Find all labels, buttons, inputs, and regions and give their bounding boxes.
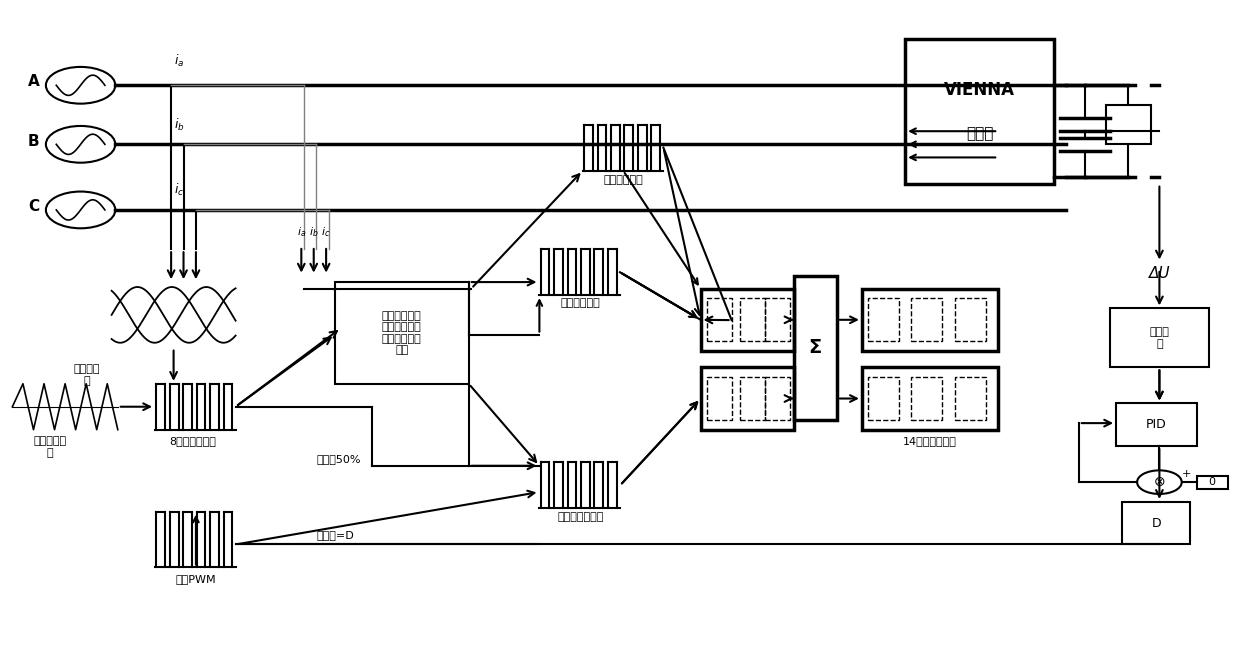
Text: Σ: Σ <box>808 338 822 357</box>
Bar <box>335 282 469 384</box>
Bar <box>740 298 765 341</box>
Bar <box>765 377 790 420</box>
Text: 三相调制
波: 三相调制 波 <box>73 364 100 386</box>
Text: ⊗: ⊗ <box>1153 475 1166 489</box>
Text: 取绝对
值: 取绝对 值 <box>1149 327 1169 348</box>
Bar <box>794 276 837 420</box>
Text: D: D <box>1152 517 1161 529</box>
Bar <box>955 377 986 420</box>
Text: 14脉波控制脉冲: 14脉波控制脉冲 <box>903 436 957 446</box>
Text: $i_a$: $i_a$ <box>174 52 184 69</box>
Bar <box>740 377 765 420</box>
Bar <box>911 377 942 420</box>
Text: 冗余矢量成分: 冗余矢量成分 <box>560 298 600 308</box>
Text: 0: 0 <box>1209 477 1215 487</box>
Text: $i_b$: $i_b$ <box>174 116 185 133</box>
Text: 整流器: 整流器 <box>966 126 993 140</box>
Bar <box>868 298 899 341</box>
Bar <box>911 298 942 341</box>
Text: $i_c$: $i_c$ <box>321 226 331 239</box>
Bar <box>1116 403 1197 446</box>
Text: A: A <box>27 75 40 89</box>
Text: ΔU: ΔU <box>1148 266 1171 281</box>
Bar <box>1106 105 1151 144</box>
Text: 占空比50%: 占空比50% <box>316 454 361 464</box>
Text: $i_c$: $i_c$ <box>174 182 184 198</box>
Bar <box>1197 476 1228 489</box>
Text: +: + <box>1182 469 1192 480</box>
Text: VIENNA: VIENNA <box>944 81 1016 99</box>
Text: 剩余控制脉冲: 剩余控制脉冲 <box>604 175 644 185</box>
Bar <box>701 367 794 430</box>
Bar <box>868 377 899 420</box>
Text: 判断工作扇区
选取分离冗余
和非冗余矢量
成分: 判断工作扇区 选取分离冗余 和非冗余矢量 成分 <box>382 310 422 356</box>
Bar <box>862 289 998 351</box>
Text: 三角移相载
波: 三角移相载 波 <box>33 436 66 458</box>
Text: 非冗余矢量成分: 非冗余矢量成分 <box>557 512 604 522</box>
Text: 8脉波控制脉冲: 8脉波控制脉冲 <box>169 436 216 446</box>
Text: 高频PWM: 高频PWM <box>176 574 216 584</box>
Bar <box>1110 308 1209 367</box>
Text: 占空比=D: 占空比=D <box>316 529 353 540</box>
Bar <box>955 298 986 341</box>
Bar <box>765 298 790 341</box>
Text: $i_b$: $i_b$ <box>309 226 319 239</box>
Bar <box>1122 502 1190 544</box>
Text: $i_a$: $i_a$ <box>296 226 306 239</box>
Bar <box>701 289 794 351</box>
Bar <box>707 298 732 341</box>
Text: PID: PID <box>1146 419 1167 431</box>
Bar <box>707 377 732 420</box>
Text: B: B <box>27 134 40 148</box>
Bar <box>905 39 1054 184</box>
Bar <box>862 367 998 430</box>
Text: C: C <box>29 199 38 214</box>
